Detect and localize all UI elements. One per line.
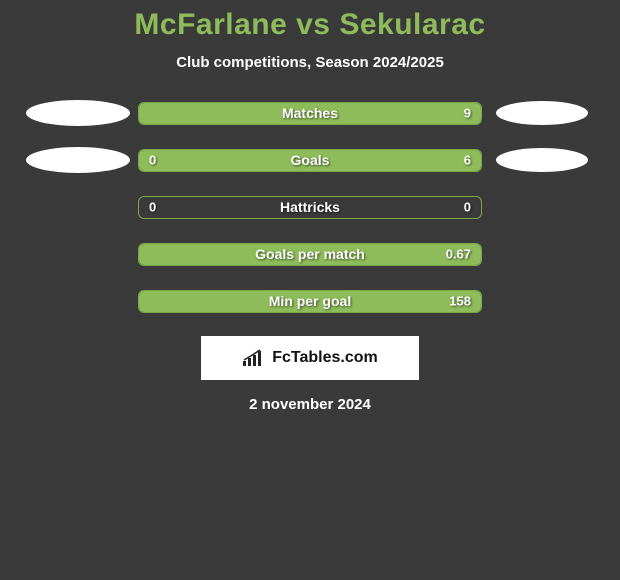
- stat-right-side: [482, 148, 602, 172]
- stat-value-left: 0: [149, 200, 156, 215]
- player-indicator-right: [496, 101, 588, 125]
- page-title: McFarlane vs Sekularac: [0, 8, 620, 42]
- stat-row: 158Min per goal: [0, 289, 620, 313]
- bar-fill-full: [139, 291, 481, 312]
- player-indicator-left: [26, 100, 130, 126]
- stat-value-left: 0: [149, 153, 156, 168]
- stat-row: 9Matches: [0, 101, 620, 125]
- stat-bar: 9Matches: [138, 102, 482, 125]
- comparison-card: McFarlane vs Sekularac Club competitions…: [0, 0, 620, 413]
- stat-bar: 0.67Goals per match: [138, 243, 482, 266]
- stat-row: 0.67Goals per match: [0, 242, 620, 266]
- stat-value-right: 9: [464, 106, 471, 121]
- stats-list: 9Matches06Goals00Hattricks0.67Goals per …: [0, 101, 620, 313]
- bar-fill-right: [201, 150, 481, 171]
- brand-chart-icon: [242, 349, 266, 367]
- stat-left-side: [18, 100, 138, 126]
- brand-badge[interactable]: FcTables.com: [201, 336, 419, 380]
- stat-value-right: 0: [464, 200, 471, 215]
- stat-row: 0 0Hattricks: [0, 195, 620, 219]
- bar-fill-full: [139, 244, 481, 265]
- bar-fill-full: [139, 103, 481, 124]
- stat-bar: 158Min per goal: [138, 290, 482, 313]
- stat-bar: 0 0Hattricks: [138, 196, 482, 219]
- stat-value-right: 158: [449, 294, 471, 309]
- brand-text: FcTables.com: [272, 349, 378, 367]
- stat-right-side: [482, 101, 602, 125]
- footer-date: 2 november 2024: [0, 396, 620, 413]
- stat-label: Hattricks: [139, 199, 481, 215]
- stat-value-right: 6: [464, 153, 471, 168]
- stat-left-side: [18, 147, 138, 173]
- player-indicator-left: [26, 147, 130, 173]
- player-indicator-right: [496, 148, 588, 172]
- stat-bar: 06Goals: [138, 149, 482, 172]
- page-subtitle: Club competitions, Season 2024/2025: [0, 54, 620, 71]
- stat-value-right: 0.67: [446, 247, 471, 262]
- stat-row: 06Goals: [0, 148, 620, 172]
